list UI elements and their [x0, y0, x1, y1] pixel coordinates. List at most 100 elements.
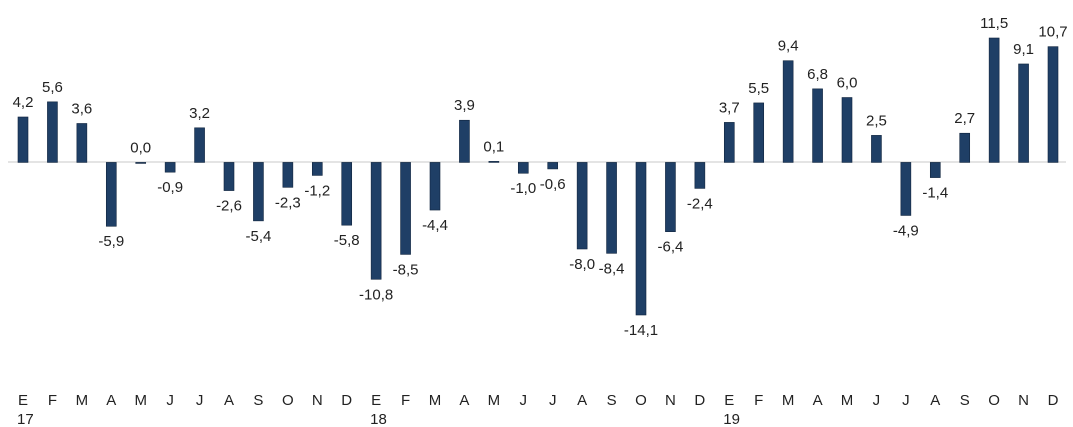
x-tick-label: M	[488, 392, 501, 409]
bar	[1047, 46, 1059, 163]
x-tick-label: A	[813, 392, 823, 409]
x-tick-label: E	[18, 392, 28, 409]
value-label: -2,4	[687, 195, 713, 212]
bar	[311, 162, 323, 176]
value-label: 2,7	[954, 110, 975, 127]
value-label: 6,0	[837, 74, 858, 91]
value-label: -0,9	[157, 179, 183, 196]
value-label: -5,8	[334, 232, 360, 249]
bar	[782, 60, 794, 163]
bar	[517, 162, 529, 174]
bar	[871, 135, 882, 163]
bar	[223, 162, 235, 191]
bar	[194, 127, 205, 163]
bar	[253, 162, 264, 222]
bar	[606, 162, 617, 254]
value-label: 3,6	[71, 100, 92, 117]
x-tick-label: D	[694, 392, 705, 409]
bar	[635, 162, 647, 316]
bar	[841, 97, 853, 163]
value-label: -0,6	[540, 176, 566, 193]
value-label: -8,4	[599, 260, 625, 277]
value-label: -14,1	[624, 322, 658, 339]
x-tick-label: S	[607, 392, 617, 409]
year-label: 18	[370, 411, 387, 427]
x-tick-label: F	[401, 392, 410, 409]
value-label: -6,4	[657, 239, 683, 256]
bar	[47, 101, 58, 163]
bar	[929, 162, 941, 178]
bar	[723, 122, 735, 163]
value-label: 5,5	[748, 80, 769, 97]
year-label: 19	[723, 411, 740, 427]
x-tick-label: A	[224, 392, 234, 409]
x-tick-label: J	[873, 392, 881, 409]
x-tick-label: E	[371, 392, 381, 409]
x-tick-label: M	[841, 392, 854, 409]
x-tick-label: A	[930, 392, 940, 409]
value-label: 3,9	[454, 97, 475, 114]
bar	[135, 162, 147, 164]
bar	[488, 161, 500, 163]
x-tick-label: O	[635, 392, 647, 409]
x-tick-label: F	[48, 392, 57, 409]
bar	[341, 162, 353, 226]
value-label: 5,6	[42, 79, 63, 96]
x-tick-label: N	[665, 392, 676, 409]
x-tick-label: A	[577, 392, 587, 409]
x-tick-label: E	[724, 392, 734, 409]
x-tick-label: A	[106, 392, 116, 409]
bar	[105, 162, 117, 227]
x-tick-label: M	[76, 392, 89, 409]
value-label: -8,5	[393, 261, 419, 278]
value-label: -5,4	[245, 228, 271, 245]
x-tick-label: J	[902, 392, 910, 409]
value-label: -4,4	[422, 217, 448, 234]
value-label: 9,1	[1013, 41, 1034, 58]
value-label: 3,7	[719, 99, 740, 116]
x-tick-label: J	[520, 392, 528, 409]
value-label: 2,5	[866, 112, 887, 129]
value-label: -1,0	[510, 180, 536, 197]
bar	[753, 102, 765, 163]
bar	[812, 88, 823, 163]
value-label: -10,8	[359, 286, 393, 303]
value-label: -1,4	[922, 185, 948, 202]
x-tick-label: N	[312, 392, 323, 409]
bar	[17, 116, 29, 163]
x-tick-label: N	[1018, 392, 1029, 409]
value-label: 0,0	[130, 139, 151, 156]
value-label: 0,1	[483, 138, 504, 155]
x-tick-label: M	[782, 392, 795, 409]
bar	[959, 132, 971, 163]
bar	[164, 162, 176, 173]
value-label: -1,2	[304, 182, 330, 199]
value-label: 9,4	[778, 38, 799, 55]
year-label: 17	[17, 411, 34, 427]
x-tick-label: D	[1048, 392, 1059, 409]
value-label: -4,9	[893, 222, 919, 239]
x-tick-label: J	[549, 392, 557, 409]
x-tick-label: M	[134, 392, 147, 409]
value-label: -2,3	[275, 194, 301, 211]
x-tick-label: D	[341, 392, 352, 409]
bar	[429, 162, 441, 211]
bar	[547, 162, 559, 170]
bar	[370, 162, 382, 280]
x-tick-label: J	[166, 392, 174, 409]
bar	[900, 162, 912, 216]
value-label: 11,5	[980, 15, 1008, 32]
bar	[76, 123, 88, 163]
bar	[988, 37, 1000, 163]
value-label: 3,2	[189, 105, 210, 122]
bar	[459, 119, 470, 163]
x-tick-label: O	[988, 392, 1000, 409]
value-label: 4,2	[13, 94, 34, 111]
value-label: 6,8	[807, 66, 828, 83]
x-tick-label: S	[960, 392, 970, 409]
bar	[282, 162, 294, 188]
x-tick-label: A	[459, 392, 469, 409]
value-label: 10,7	[1038, 24, 1067, 41]
bar	[665, 162, 676, 232]
